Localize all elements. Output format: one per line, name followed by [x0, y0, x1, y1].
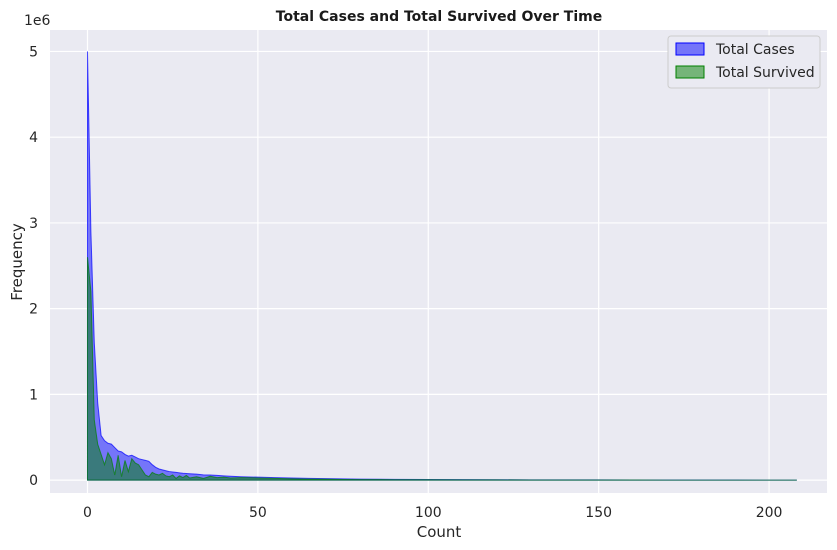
legend-label-total-cases: Total Cases: [715, 42, 795, 58]
chart-title: Total Cases and Total Survived Over Time: [276, 9, 602, 25]
legend: Total Cases Total Survived: [667, 35, 821, 89]
y-tick-labels: 0 1 2 3 4 5: [29, 44, 38, 489]
y-offset-label: 1e6: [24, 13, 51, 29]
x-tick-labels: 0 50 100 150 200: [83, 505, 782, 521]
x-tick-label: 0: [83, 505, 92, 521]
y-axis-label: Frequency: [8, 223, 26, 301]
legend-label-total-survived: Total Survived: [715, 65, 815, 81]
y-tick-label: 0: [29, 473, 38, 489]
area-total-survived: [86, 257, 797, 481]
x-tick-label: 150: [585, 505, 612, 521]
y-tick-label: 2: [29, 302, 38, 318]
x-tick-label: 100: [415, 505, 442, 521]
area-series: [86, 51, 797, 481]
legend-swatch-total-cases: [675, 42, 705, 56]
y-tick-label: 1: [29, 387, 38, 403]
y-tick-label: 5: [29, 44, 38, 60]
y-tick-label: 3: [29, 216, 38, 232]
x-tick-label: 200: [756, 505, 783, 521]
x-tick-label: 50: [249, 505, 267, 521]
x-axis-label: Count: [417, 523, 462, 541]
plot-background: [50, 30, 827, 493]
y-tick-label: 4: [29, 130, 38, 146]
legend-box: [667, 35, 821, 89]
legend-swatch-total-survived: [675, 65, 705, 79]
